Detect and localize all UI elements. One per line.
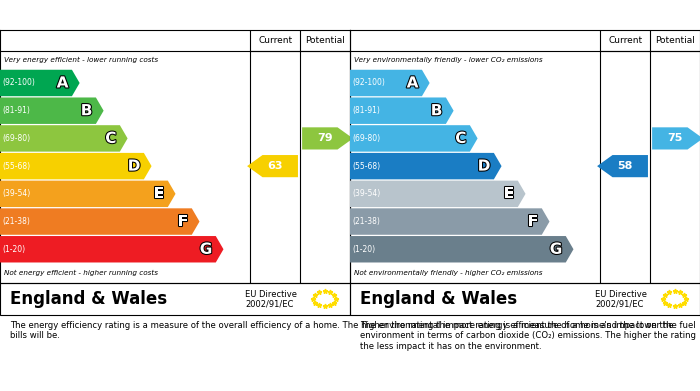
Polygon shape — [350, 70, 430, 96]
Text: 79: 79 — [317, 133, 332, 143]
Text: 2002/91/EC: 2002/91/EC — [245, 300, 293, 309]
Polygon shape — [0, 153, 152, 179]
Text: EU Directive: EU Directive — [245, 291, 297, 300]
Text: G: G — [550, 242, 562, 257]
Text: (69-80): (69-80) — [353, 134, 381, 143]
Text: B: B — [80, 103, 92, 118]
Polygon shape — [350, 236, 573, 262]
Text: (1-20): (1-20) — [353, 245, 376, 254]
Text: G: G — [199, 242, 212, 257]
Text: Current: Current — [258, 36, 292, 45]
Polygon shape — [597, 155, 648, 177]
Text: C: C — [105, 131, 116, 146]
Text: (55-68): (55-68) — [353, 161, 381, 170]
Text: Not energy efficient - higher running costs: Not energy efficient - higher running co… — [4, 270, 158, 276]
Text: A: A — [57, 75, 69, 90]
Text: (69-80): (69-80) — [3, 134, 31, 143]
Text: F: F — [178, 214, 188, 229]
Text: (1-20): (1-20) — [3, 245, 26, 254]
Text: E: E — [504, 187, 514, 201]
Polygon shape — [0, 70, 80, 96]
Text: F: F — [528, 214, 538, 229]
Polygon shape — [0, 97, 104, 124]
Text: D: D — [127, 159, 140, 174]
Text: Potential: Potential — [305, 36, 345, 45]
Polygon shape — [0, 236, 223, 262]
Text: 63: 63 — [267, 161, 283, 171]
Text: B: B — [430, 103, 442, 118]
Text: (92-100): (92-100) — [3, 79, 36, 88]
Text: Environmental Impact (CO₂) Rating: Environmental Impact (CO₂) Rating — [358, 9, 605, 22]
Text: England & Wales: England & Wales — [10, 290, 167, 308]
Polygon shape — [350, 97, 454, 124]
Text: The environmental impact rating is a measure of a home's impact on the environme: The environmental impact rating is a mea… — [360, 321, 696, 351]
Polygon shape — [302, 127, 353, 149]
Text: (21-38): (21-38) — [3, 217, 31, 226]
Text: (92-100): (92-100) — [353, 79, 386, 88]
Polygon shape — [350, 208, 550, 235]
Text: (21-38): (21-38) — [353, 217, 381, 226]
Text: The energy efficiency rating is a measure of the overall efficiency of a home. T: The energy efficiency rating is a measur… — [10, 321, 696, 340]
Polygon shape — [0, 181, 176, 207]
Text: (39-54): (39-54) — [3, 189, 31, 198]
Polygon shape — [247, 155, 298, 177]
Text: Very environmentally friendly - lower CO₂ emissions: Very environmentally friendly - lower CO… — [354, 57, 542, 63]
Text: (81-91): (81-91) — [353, 106, 381, 115]
Polygon shape — [0, 208, 199, 235]
Text: (39-54): (39-54) — [353, 189, 381, 198]
Text: A: A — [407, 75, 419, 90]
Text: England & Wales: England & Wales — [360, 290, 517, 308]
Text: Current: Current — [608, 36, 642, 45]
Text: D: D — [477, 159, 490, 174]
Text: Potential: Potential — [655, 36, 695, 45]
Text: EU Directive: EU Directive — [595, 291, 647, 300]
Text: Energy Efficiency Rating: Energy Efficiency Rating — [8, 9, 181, 22]
Text: Not environmentally friendly - higher CO₂ emissions: Not environmentally friendly - higher CO… — [354, 270, 542, 276]
Polygon shape — [350, 181, 526, 207]
Polygon shape — [0, 125, 127, 152]
Text: 58: 58 — [617, 161, 633, 171]
Polygon shape — [350, 153, 501, 179]
Polygon shape — [350, 125, 477, 152]
Text: 75: 75 — [667, 133, 682, 143]
Text: E: E — [154, 187, 164, 201]
Text: (55-68): (55-68) — [3, 161, 31, 170]
Text: (81-91): (81-91) — [3, 106, 31, 115]
Polygon shape — [652, 127, 700, 149]
Text: Very energy efficient - lower running costs: Very energy efficient - lower running co… — [4, 57, 158, 63]
Text: 2002/91/EC: 2002/91/EC — [595, 300, 643, 309]
Text: C: C — [455, 131, 466, 146]
